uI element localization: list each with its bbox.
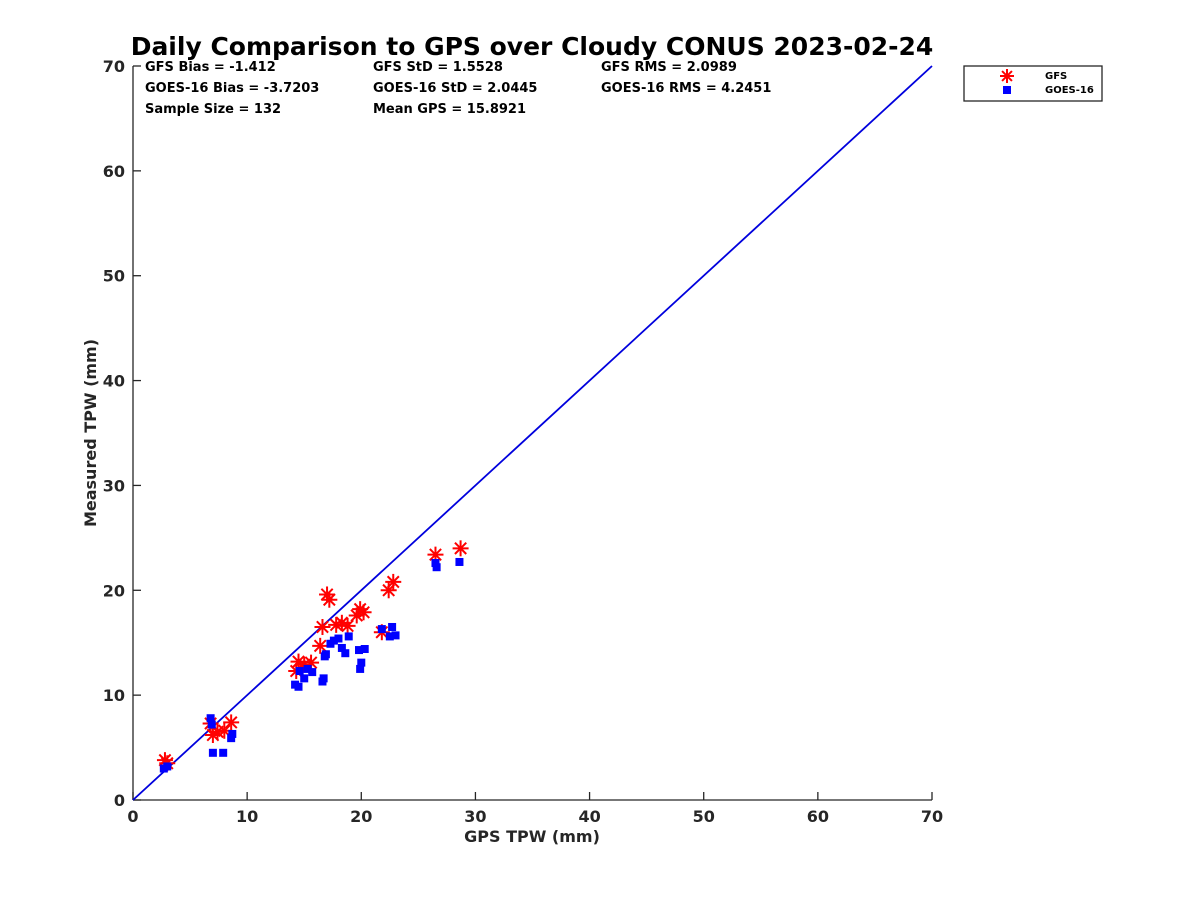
legend: GFS GOES-16 — [963, 65, 1103, 102]
goes-16-point — [308, 668, 317, 677]
y-tick-label: 0 — [114, 791, 125, 810]
x-tick-label: 70 — [921, 807, 943, 826]
goes-16-series — [159, 557, 464, 773]
x-tick-label: 60 — [807, 807, 829, 826]
gfs-series — [156, 540, 469, 772]
plot-area — [132, 65, 933, 801]
stat-annotation: GOES-16 StD = 2.0445 — [373, 81, 537, 96]
legend-label-gfs: GFS — [1045, 71, 1067, 82]
goes-16-point — [334, 634, 343, 643]
goes-16-point — [341, 649, 350, 658]
gfs-point — [355, 604, 372, 621]
goes-16-point — [321, 650, 330, 659]
axes: 0 10 20 30 40 50 60 70 0 10 20 30 40 50 60 70 — [103, 57, 943, 826]
x-axis-label: GPS TPW (mm) — [464, 827, 600, 846]
goes-16-point — [432, 563, 441, 572]
goes-16-point — [300, 674, 309, 683]
goes-16-point — [455, 557, 464, 566]
y-tick-label: 20 — [103, 581, 125, 600]
y-tick-label: 40 — [103, 372, 125, 391]
goes-16-point — [227, 734, 236, 743]
goes-16-point — [208, 748, 217, 757]
legend-box — [963, 65, 1103, 102]
gfs-point — [314, 618, 331, 635]
x-tick-label: 30 — [464, 807, 486, 826]
gfs-point — [321, 591, 338, 608]
goes-16-point — [206, 714, 215, 723]
legend-label-goes-16: GOES-16 — [1045, 85, 1094, 96]
x-tick-label: 40 — [578, 807, 600, 826]
gfs-point — [223, 714, 240, 731]
goes-16-point — [329, 636, 338, 645]
y-tick-label: 70 — [103, 57, 125, 76]
stat-annotation: Sample Size = 132 — [145, 102, 281, 117]
goes-16-point — [344, 632, 353, 641]
stats-annotations: GFS Bias = -1.412 GFS StD = 1.5528 GFS RMS… — [145, 60, 771, 117]
gfs-point — [312, 637, 329, 654]
stat-annotation: GFS Bias = -1.412 — [145, 60, 276, 75]
y-axis-label: Measured TPW (mm) — [81, 339, 100, 527]
goes-16-point — [431, 559, 440, 568]
goes-16-point — [377, 625, 386, 634]
one-to-one-reference-line — [132, 65, 933, 801]
goes-16-point — [295, 667, 304, 676]
x-tick-label: 0 — [127, 807, 138, 826]
goes-16-point — [357, 658, 366, 667]
goes-16-point — [228, 729, 237, 738]
legend-goes-16-marker — [1003, 86, 1011, 94]
stat-annotation: GOES-16 RMS = 4.2451 — [601, 81, 771, 96]
goes-16-point — [294, 682, 303, 691]
x-tick-label: 50 — [693, 807, 715, 826]
goes-16-point — [360, 645, 369, 654]
gfs-point — [339, 617, 356, 634]
goes-16-point — [385, 632, 394, 641]
goes-16-point — [207, 720, 216, 729]
goes-16-point — [163, 762, 172, 771]
goes-16-point — [388, 622, 397, 631]
y-tick-label: 10 — [103, 686, 125, 705]
gfs-point — [204, 726, 221, 743]
legend-gfs-marker — [1000, 69, 1014, 83]
stat-annotation: GOES-16 Bias = -3.7203 — [145, 81, 319, 96]
goes-16-point — [356, 664, 365, 673]
goes-16-point — [391, 631, 400, 640]
y-tick-label: 50 — [103, 267, 125, 286]
stat-annotation: GFS RMS = 2.0989 — [601, 60, 737, 75]
stat-annotation: GFS StD = 1.5528 — [373, 60, 503, 75]
goes-16-point — [303, 664, 312, 673]
y-tick-label: 30 — [103, 476, 125, 495]
stat-annotation: Mean GPS = 15.8921 — [373, 102, 526, 117]
y-tick-label: 60 — [103, 162, 125, 181]
gfs-point — [452, 540, 469, 557]
goes-16-point — [219, 748, 228, 757]
gfs-point — [333, 614, 350, 631]
chart-title: Daily Comparison to GPS over Cloudy CONU… — [131, 32, 934, 61]
x-tick-label: 20 — [350, 807, 372, 826]
goes-16-point — [355, 646, 364, 655]
x-tick-label: 10 — [236, 807, 258, 826]
gfs-point — [385, 573, 402, 590]
goes-16-point — [337, 643, 346, 652]
gfs-point — [380, 582, 397, 599]
goes-16-point — [319, 674, 328, 683]
